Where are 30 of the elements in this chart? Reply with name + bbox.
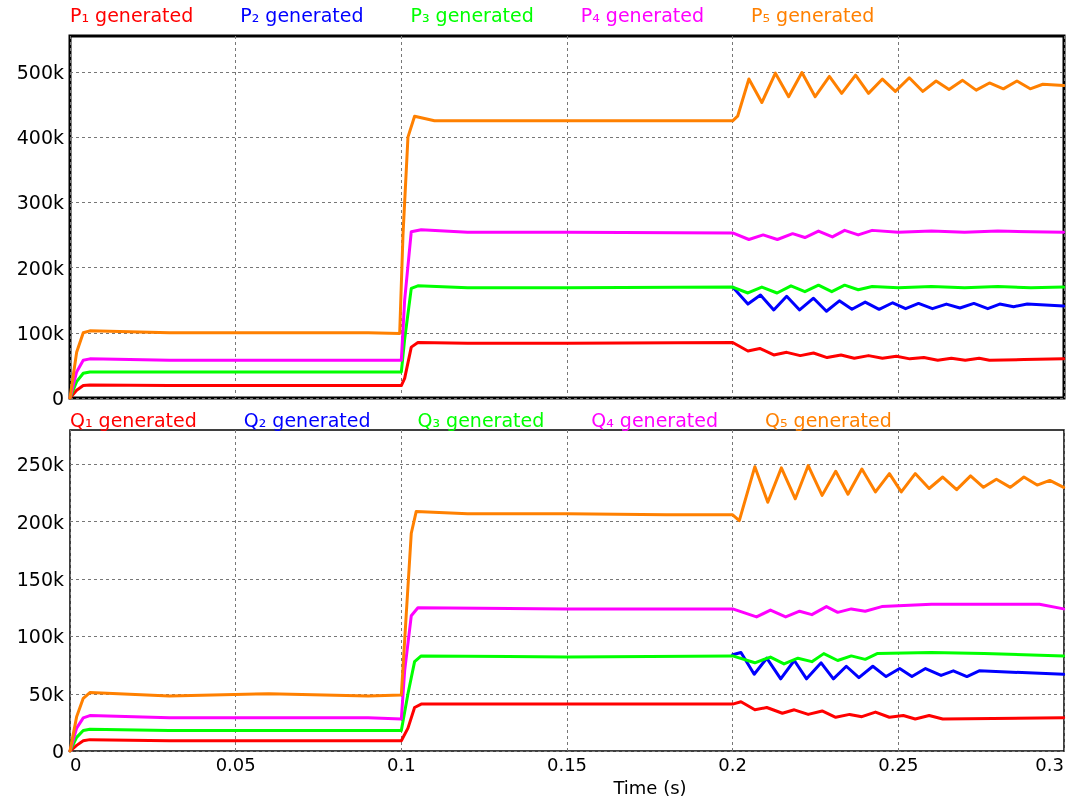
- x-tick-label: 0.2: [718, 753, 747, 775]
- y-tick-label: 50k: [28, 682, 64, 705]
- text: P₁ generated: [70, 3, 194, 26]
- y-tick-label: 250k: [16, 453, 64, 476]
- text: Q₂ generated: [243, 408, 371, 431]
- line-series: [731, 650, 1066, 681]
- y-tick-label: 400k: [16, 126, 64, 149]
- y-tick-label: 300k: [16, 191, 64, 214]
- series-label: Q₅ generated: [764, 408, 892, 431]
- y-tick-label: 200k: [16, 256, 64, 279]
- text: Q₃ generated: [417, 408, 545, 431]
- y-tick-label: 100k: [16, 321, 64, 344]
- x-tick-label: 0.1: [387, 753, 416, 775]
- y-tick-label: 150k: [16, 568, 64, 591]
- x-tick-label: 0.15: [546, 753, 588, 775]
- x-tick-label: 0: [70, 753, 82, 775]
- x-tick-label: 0.25: [878, 753, 919, 775]
- text: Q₄ generated: [591, 408, 718, 431]
- y-tick-label: 100k: [16, 625, 64, 648]
- x-tick-label: 0.3: [1035, 753, 1064, 775]
- text: P₂ generated: [240, 3, 364, 26]
- y-tick-label: 500k: [16, 60, 64, 83]
- text: P₄ generated: [580, 3, 704, 26]
- text: P₅ generated: [751, 3, 875, 26]
- y-tick-label: 200k: [16, 510, 64, 533]
- y-tick-label: 0: [51, 387, 64, 409]
- x-axis-title: Time (s): [612, 776, 687, 798]
- x-tick-label: 0.05: [215, 753, 256, 775]
- text: P₃ generated: [410, 3, 534, 26]
- text: Q₁ generated: [70, 408, 197, 431]
